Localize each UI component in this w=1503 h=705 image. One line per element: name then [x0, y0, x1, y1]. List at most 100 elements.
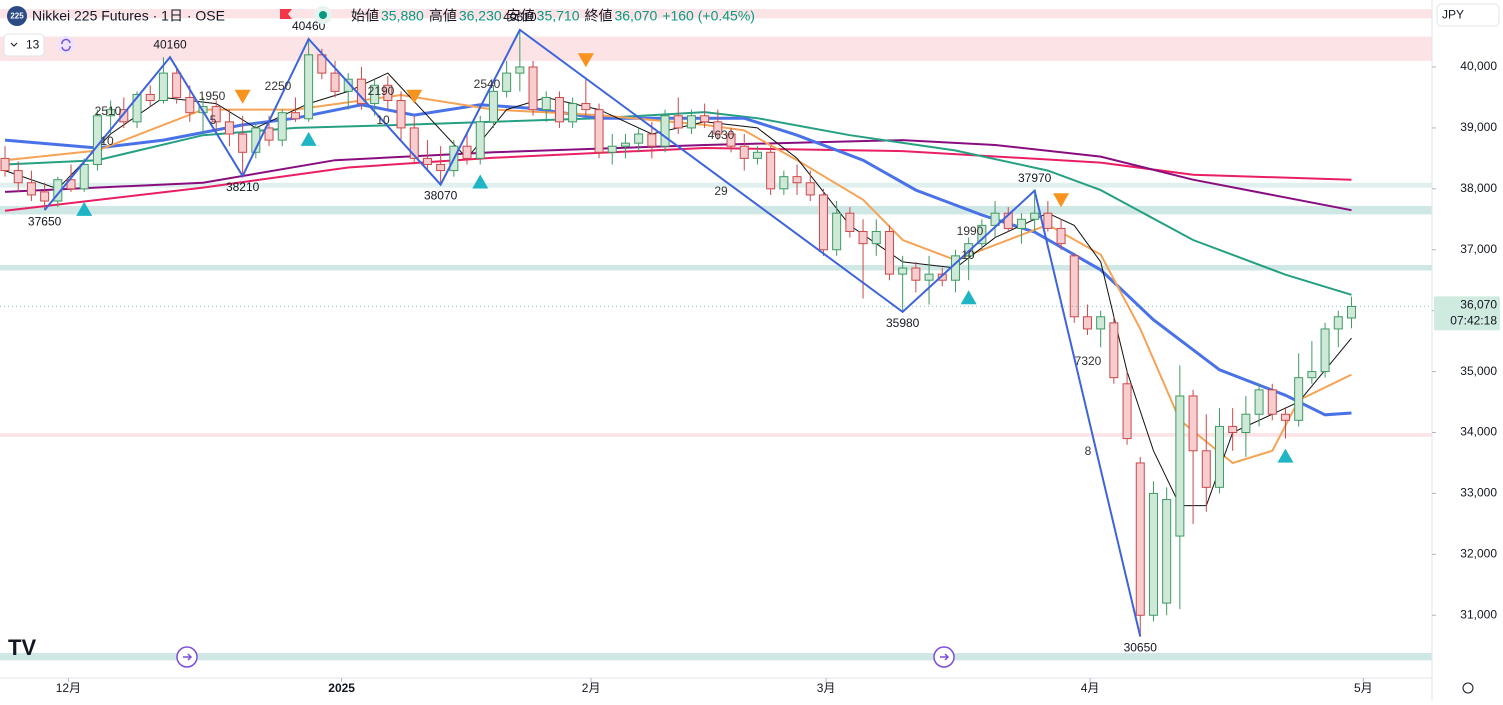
buy-signal	[960, 290, 977, 305]
zone	[0, 433, 1432, 437]
candle-body	[383, 84, 393, 102]
status-dot	[319, 11, 327, 19]
indicator-count: 13	[26, 38, 40, 52]
currency-button[interactable]	[1436, 3, 1500, 27]
symbol-icon[interactable]	[7, 6, 27, 26]
candle-body	[700, 115, 710, 123]
flag-icon[interactable]	[280, 9, 292, 19]
candle-body	[858, 230, 868, 245]
candle-body	[871, 230, 881, 245]
sell-signal	[577, 53, 594, 68]
candle-body	[660, 115, 670, 147]
chart-title[interactable]: Nikkei 225 Futures · 1日 · OSE	[32, 8, 225, 24]
candle-body	[1346, 305, 1356, 319]
annotation: 1950	[199, 89, 226, 103]
event-arrow	[183, 653, 193, 661]
annotation: 1990	[957, 224, 984, 238]
event-arrow	[940, 653, 950, 661]
annotation: 2190	[368, 84, 395, 98]
refresh-icon	[61, 38, 71, 52]
candle-body	[1280, 413, 1290, 421]
pivot-label: 37970	[1018, 171, 1052, 185]
annotation: 2510	[95, 104, 122, 118]
candle-body	[238, 133, 248, 153]
moving-average	[4, 72, 1352, 507]
annotation: 8	[1085, 444, 1092, 458]
candle-body	[1320, 328, 1330, 373]
candle-body	[436, 163, 446, 172]
candle-body	[990, 212, 1000, 226]
candle-body	[1214, 425, 1224, 488]
pivot-label: 40160	[153, 37, 187, 51]
annotation: 4630	[708, 128, 735, 142]
candle-body	[779, 176, 789, 190]
candle-body	[607, 145, 617, 153]
pivot-label: 37650	[28, 214, 62, 228]
indicator-toggle[interactable]	[3, 33, 45, 57]
buy-signal	[300, 131, 317, 146]
candle-body	[277, 112, 287, 141]
tv-logo[interactable]: TV	[8, 635, 36, 660]
candle-body	[845, 212, 855, 232]
sell-signal	[1053, 193, 1070, 208]
settings-icon[interactable]	[1462, 682, 1474, 694]
pivot-label: 35980	[886, 316, 920, 330]
ohlc-value: 35,880	[381, 8, 424, 24]
y-tick-label: 32,000	[1460, 547, 1497, 561]
candle-body	[264, 127, 274, 141]
candle-body	[330, 72, 340, 92]
candle-body	[713, 121, 723, 135]
candle-body	[462, 145, 472, 159]
candle-body	[40, 191, 50, 202]
candle-body	[515, 66, 525, 74]
candle-body	[594, 109, 604, 153]
price-tag-value: 36,070	[1460, 298, 1497, 312]
pivot-label: 40460	[292, 19, 326, 33]
symbol-badge: 225	[10, 12, 24, 21]
y-tick-label: 31,000	[1460, 607, 1497, 621]
candle-body	[1228, 425, 1238, 434]
pivot-label: 30650	[1124, 641, 1158, 655]
candle-body	[937, 273, 947, 281]
buy-signal	[76, 201, 93, 216]
y-tick-label: 38,000	[1460, 181, 1497, 195]
candle-body	[119, 109, 129, 123]
ohlc-label: 終値	[584, 8, 612, 24]
candle-body	[1333, 316, 1343, 330]
candle-body	[620, 142, 630, 147]
candle-body	[185, 96, 195, 114]
candle-body	[1030, 212, 1040, 220]
candle-body	[1016, 218, 1026, 229]
candle-body	[488, 90, 498, 123]
candle-body	[673, 115, 683, 129]
candle-body	[634, 133, 644, 144]
candle-body	[1254, 389, 1264, 415]
y-tick-label: 40,000	[1460, 59, 1497, 73]
sell-signal	[234, 89, 251, 104]
moving-average	[4, 111, 1352, 296]
ohlc-value: 36,230	[459, 8, 502, 24]
candle-body	[541, 96, 551, 111]
candle-body	[752, 151, 762, 159]
annotation: 2540	[474, 77, 501, 91]
y-tick-label: 39,000	[1460, 120, 1497, 134]
candle-body	[792, 176, 802, 184]
candle-body	[1096, 316, 1106, 330]
candle-body	[1294, 377, 1304, 421]
candle-body	[818, 194, 828, 251]
candle-body	[1148, 492, 1158, 616]
candle-body	[224, 121, 234, 135]
x-tick-label: 2025	[328, 681, 355, 695]
pivot-label: 38070	[424, 189, 458, 203]
candle-body	[26, 182, 36, 196]
candle-body	[884, 230, 894, 275]
candle-body	[898, 267, 908, 275]
refresh-button[interactable]	[57, 36, 75, 54]
candle-body	[158, 72, 168, 102]
zone	[0, 264, 1432, 271]
x-tick-label: 3月	[817, 681, 836, 695]
ohlc-value: 35,710	[537, 8, 580, 24]
